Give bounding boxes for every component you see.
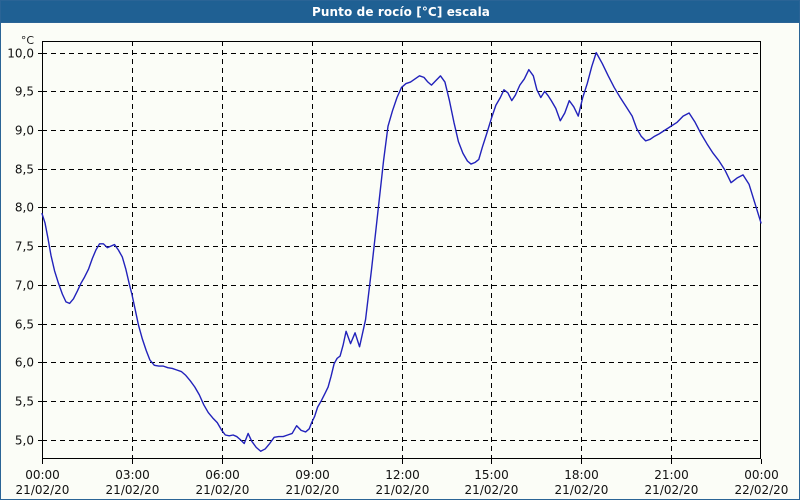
x-tick-date-label: 21/02/20 <box>286 483 340 497</box>
x-tick-time-label: 09:00 <box>295 468 330 482</box>
window-titlebar: Punto de rocío [°C] escala <box>1 1 799 23</box>
x-tick-time-label: 00:00 <box>744 468 779 482</box>
y-axis-unit-label: °C <box>21 34 35 47</box>
gridlines-group <box>42 41 761 459</box>
x-tick-date-label: 21/02/20 <box>16 483 70 497</box>
series-line-dewpoint <box>41 51 762 452</box>
x-tick-date-label: 21/02/20 <box>555 483 609 497</box>
x-axis-labels: 00:0021/02/2003:0021/02/2006:0021/02/200… <box>16 468 789 497</box>
y-tick-label: 8,5 <box>15 163 34 177</box>
y-tick-label: 6,5 <box>15 318 34 332</box>
x-tick-date-label: 22/02/20 <box>735 483 789 497</box>
dewpoint-line-chart: 5,0 5,5 6,0 6,5 7,0 7,5 8,0 8,5 9,0 9,5 10,0 00:00… <box>7 34 789 497</box>
y-tick-label: 10,0 <box>7 47 34 61</box>
y-tick-label: 9,0 <box>15 124 34 138</box>
x-tick-time-label: 12:00 <box>385 468 420 482</box>
x-tick-time-label: 06:00 <box>205 468 240 482</box>
x-tick-date-label: 21/02/20 <box>645 483 699 497</box>
y-tick-label: 5,0 <box>15 434 34 448</box>
x-tick-time-label: 18:00 <box>564 468 599 482</box>
y-tick-label: 6,0 <box>15 356 34 370</box>
y-axis-labels: 5,0 5,5 6,0 6,5 7,0 7,5 8,0 8,5 9,0 9,5 10,0 <box>7 47 34 448</box>
unit-label: °C <box>21 34 35 47</box>
y-tick-label: 8,0 <box>15 201 34 215</box>
x-tick-time-label: 21:00 <box>654 468 689 482</box>
x-tick-time-label: 00:00 <box>25 468 60 482</box>
x-tick-time-label: 03:00 <box>115 468 150 482</box>
x-tick-date-label: 21/02/20 <box>196 483 250 497</box>
y-tick-label: 7,5 <box>15 240 34 254</box>
plot-background <box>42 41 761 459</box>
window-title: Punto de rocío [°C] escala <box>311 4 490 19</box>
x-tick-date-label: 21/02/20 <box>376 483 430 497</box>
y-tick-label: 9,5 <box>15 85 34 99</box>
x-tick-time-label: 15:00 <box>474 468 509 482</box>
axes-group <box>41 40 762 460</box>
x-tick-date-label: 21/02/20 <box>465 483 519 497</box>
y-tick-label: 7,0 <box>15 279 34 293</box>
plot-border <box>41 40 762 460</box>
series-group <box>41 51 762 452</box>
y-tick-label: 5,5 <box>15 395 34 409</box>
x-tick-date-label: 21/02/20 <box>106 483 160 497</box>
chart-canvas: 5,0 5,5 6,0 6,5 7,0 7,5 8,0 8,5 9,0 9,5 10,0 00:00… <box>1 24 799 499</box>
tickmarks-group <box>38 53 762 464</box>
